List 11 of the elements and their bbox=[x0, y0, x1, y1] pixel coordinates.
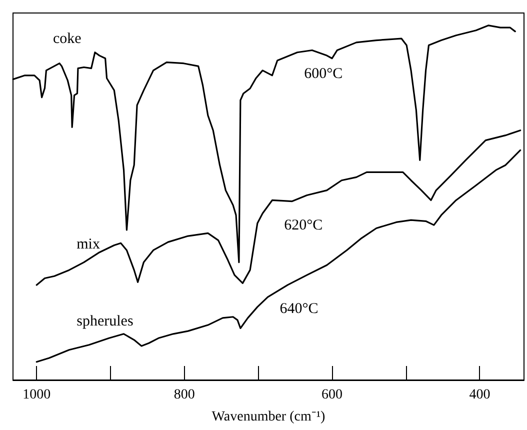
x-tick-label: 1000 bbox=[22, 388, 51, 402]
x-tick-label: 400 bbox=[469, 388, 490, 402]
annotation: 600°C bbox=[304, 66, 343, 82]
x-tick-label: 600 bbox=[322, 388, 343, 402]
annotation: 620°C bbox=[284, 217, 323, 234]
series-label: spherules bbox=[76, 313, 134, 330]
series-label: mix bbox=[76, 236, 100, 252]
x-axis-title: Wavenumber (cm⁻¹) bbox=[212, 410, 326, 424]
x-tick-label: 800 bbox=[174, 388, 195, 402]
annotation: 640°C bbox=[280, 300, 318, 317]
series-label: coke bbox=[53, 30, 82, 47]
